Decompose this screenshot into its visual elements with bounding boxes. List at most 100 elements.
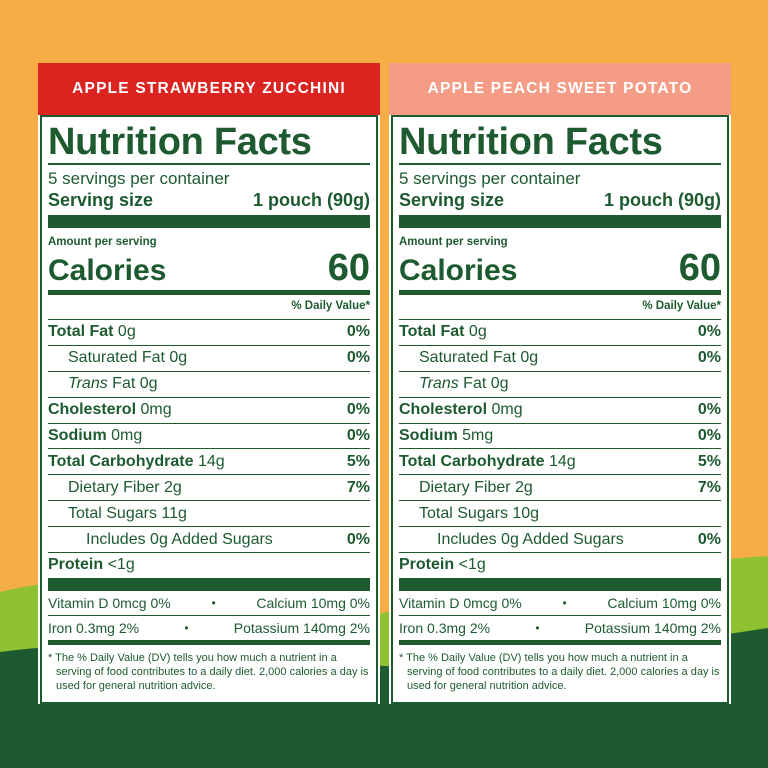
protein-row: Protein <1g [48,552,370,578]
vitamin-d: Vitamin D 0mcg 0% [399,594,522,611]
bullet: • [184,620,189,635]
protein-row: Protein <1g [399,552,721,578]
mineral-row: Iron 0.3mg 2% • Potassium 140mg 2% [399,614,721,640]
daily-value: 0% [346,401,370,419]
nutrient-label: Total Carbohydrate [48,452,194,470]
nutrient-label: Total Sugars 11g [68,504,187,522]
nutrient-label: Total Carbohydrate [399,452,545,470]
nutrient-label: Fat 0g [107,375,158,393]
daily-value: 0% [346,530,370,548]
nutrient-label: Cholesterol [399,401,488,419]
nutrient-label: Protein [48,556,104,574]
nutrient-label: Protein [399,556,455,574]
calories-label: Calories [399,254,518,287]
nutrient-amount: 0mg [106,427,143,444]
added-sugars-row: Includes 0g Added Sugars 0% [48,526,370,552]
nutrient-label-italic: Trans [419,375,459,393]
nutrient-label-italic: Trans [68,375,108,393]
iron: Iron 0.3mg 2% [48,619,140,636]
nutrient-amount: 14g [544,452,576,470]
daily-value: 0% [697,530,721,548]
daily-value: 0% [697,349,721,367]
bullet: • [211,595,216,610]
calcium: Calcium 10mg 0% [256,594,370,611]
nutrient-amount: <1g [103,556,135,574]
nutrient-label: Dietary Fiber 2g [68,478,182,496]
calories-value: 60 [327,247,370,289]
nutrition-facts-title: Nutrition Facts [48,121,312,163]
nutrient-label: Cholesterol [48,401,137,419]
sodium-row: Sodium 0mg 0% [48,422,370,449]
divider-thick [48,215,370,228]
amount-per-serving: Amount per serving [48,236,157,248]
daily-value: 7% [346,478,370,496]
bullet: • [535,620,540,635]
nutrient-amount: <1g [454,556,486,574]
daily-value-header: % Daily Value* [291,300,370,312]
calories-row: Calories 60 [48,249,370,287]
divider-medium [48,290,370,295]
total-sugars-row: Total Sugars 10g [399,500,721,526]
potassium: Potassium 140mg 2% [584,619,721,636]
calories-label: Calories [48,254,167,287]
daily-value: 0% [346,349,370,367]
dietary-fiber-row: Dietary Fiber 2g 7% [48,474,370,500]
mineral-row: Iron 0.3mg 2% • Potassium 140mg 2% [48,614,370,640]
calcium: Calcium 10mg 0% [607,594,721,611]
daily-value-header: % Daily Value* [642,300,721,312]
nutrient-label: Fat 0g [458,375,509,393]
flavor-banner: APPLE STRAWBERRY ZUCCHINI [38,63,380,115]
nutrition-panel-apple-strawberry-zucchini: APPLE STRAWBERRY ZUCCHINI Nutrition Fact… [38,63,380,704]
total-fat-row: Total Fat 0g 0% [48,319,370,345]
calories-row: Calories 60 [399,249,721,287]
nutrient-amount: 0mg [136,401,172,419]
flavor-name: APPLE STRAWBERRY ZUCCHINI [72,80,346,97]
total-sugars-row: Total Sugars 11g [48,500,370,526]
added-sugars-row: Includes 0g Added Sugars 0% [399,526,721,552]
total-carbohydrate-row: Total Carbohydrate 14g 5% [48,448,370,474]
saturated-fat-row: Saturated Fat 0g 0% [48,344,370,371]
trans-fat-row: Trans Fat 0g [48,370,370,397]
divider-medium [48,639,370,645]
nutrient-label: Sodium [399,427,458,444]
vitamin-row: Vitamin D 0mcg 0% • Calcium 10mg 0% [48,591,370,615]
amount-per-serving: Amount per serving [399,236,508,248]
daily-value: 0% [697,323,721,341]
servings-per-container: 5 servings per container [399,169,581,188]
cholesterol-row: Cholesterol 0mg 0% [399,396,721,423]
daily-value: 0% [697,401,721,419]
bullet: • [562,595,567,610]
divider [48,163,370,165]
vitamin-d: Vitamin D 0mcg 0% [48,594,171,611]
nutrient-label: Includes 0g Added Sugars [437,530,624,548]
nutrient-label: Total Fat [48,323,114,341]
sodium-row: Sodium 5mg 0% [399,422,721,449]
daily-value: 7% [697,478,721,496]
cholesterol-row: Cholesterol 0mg 0% [48,396,370,423]
potassium: Potassium 140mg 2% [233,619,370,636]
nutrient-label: Total Sugars 10g [419,504,540,522]
nutrient-amount: 0mg [487,401,523,419]
nutrient-amount: 0g [113,323,136,341]
daily-value: 0% [346,427,370,444]
serving-size-label: Serving size [48,190,154,210]
daily-value: 0% [346,323,370,341]
vitamin-row: Vitamin D 0mcg 0% • Calcium 10mg 0% [399,591,721,615]
nutrient-amount: 14g [193,452,225,470]
nutrient-amount: 5mg [457,427,494,444]
footnote: * The % Daily Value (DV) tells you how m… [48,651,369,692]
serving-size-value: 1 pouch (90g) [603,190,721,210]
trans-fat-row: Trans Fat 0g [399,370,721,397]
nutrition-facts-title: Nutrition Facts [399,121,663,163]
daily-value: 5% [346,452,370,470]
total-carbohydrate-row: Total Carbohydrate 14g 5% [399,448,721,474]
daily-value: 0% [697,427,721,444]
nutrition-facts-label: Nutrition Facts 5 servings per container… [391,115,729,704]
nutrient-label: Saturated Fat 0g [419,349,539,367]
servings-per-container: 5 servings per container [48,169,230,188]
nutrient-label: Saturated Fat 0g [68,349,188,367]
divider-medium [399,639,721,645]
nutrition-facts-label: Nutrition Facts 5 servings per container… [40,115,378,704]
nutrient-label: Total Fat [399,323,465,341]
divider-thick [48,577,370,591]
